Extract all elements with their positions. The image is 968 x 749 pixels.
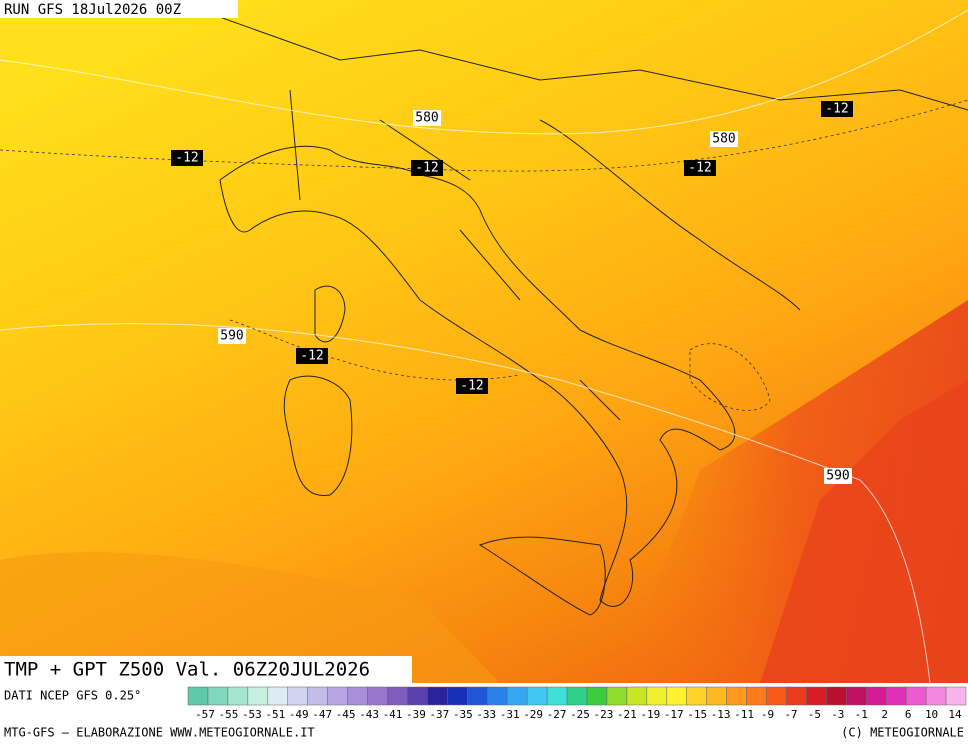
colorbar-swatch	[407, 686, 428, 706]
colorbar-label: -11	[734, 708, 754, 721]
colorbar-label: -25	[570, 708, 590, 721]
colorbar: -57 -55 -53 -51 -49 -47 -45 -43 -41 -39 -37 -35 -33-…	[187, 686, 967, 721]
colorbar-label: 2	[881, 708, 888, 721]
colorbar-label: -39	[406, 708, 426, 721]
colorbar-label: -1	[855, 708, 868, 721]
colorbar-label: -21	[617, 708, 637, 721]
footer-right: (C) METEOGIORNALE	[841, 726, 964, 740]
height-contours	[0, 9, 968, 684]
colorbar-swatch	[546, 686, 568, 706]
colorbar-label: -7	[784, 708, 797, 721]
run-label: RUN GFS 18Jul2026 00Z	[4, 2, 181, 18]
contour-label: -12	[175, 151, 198, 166]
title-box	[0, 656, 412, 683]
colorbar-swatch	[247, 686, 269, 706]
contour-label: 580	[415, 111, 438, 126]
colorbar-swatch	[925, 686, 947, 706]
colorbar-label: -27	[547, 708, 567, 721]
contour-label: -12	[825, 102, 848, 117]
colorbar-label: -49	[289, 708, 309, 721]
colorbar-label: -15	[687, 708, 707, 721]
colorbar-swatch	[686, 686, 707, 706]
colorbar-label: 10	[925, 708, 938, 721]
colorbar-swatch	[606, 686, 628, 706]
colorbar-label: -53	[242, 708, 262, 721]
contour-labels: 580 -12 -12 580 -12 -12 590 -12 -12 590	[171, 101, 853, 484]
colorbar-swatch	[746, 686, 767, 706]
colorbar-swatch	[766, 686, 787, 706]
footer-left: MTG-GFS — ELABORAZIONE WWW.METEOGIORNALE…	[4, 726, 315, 740]
colorbar-label: -31	[500, 708, 520, 721]
colorbar-swatch	[586, 686, 608, 706]
colorbar-swatch	[187, 686, 209, 706]
contour-label: -12	[688, 161, 711, 176]
colorbar-label: 6	[905, 708, 912, 721]
colorbar-swatch	[786, 686, 807, 706]
colorbar-swatch	[287, 686, 308, 706]
temperature-contours	[0, 99, 968, 411]
colorbar-label: -13	[711, 708, 731, 721]
colorbar-swatch	[885, 686, 907, 706]
colorbar-label: -57	[195, 708, 215, 721]
colorbar-swatch	[207, 686, 229, 706]
colorbar-label: -33	[476, 708, 496, 721]
colorbar-swatch	[945, 686, 967, 706]
map-title: TMP + GPT Z500 Val. 06Z20JUL2026	[4, 659, 370, 681]
colorbar-swatch	[905, 686, 927, 706]
colorbar-swatch	[526, 686, 548, 706]
colorbar-label: 14	[948, 708, 962, 721]
colorbar-swatch	[267, 686, 288, 706]
colorbar-label: -41	[383, 708, 403, 721]
colorbar-swatch	[447, 686, 468, 706]
colorbar-swatch	[506, 686, 528, 706]
colorbar-label: -3	[831, 708, 844, 721]
colorbar-label: -35	[453, 708, 473, 721]
colorbar-label: -23	[594, 708, 614, 721]
colorbar-swatch	[726, 686, 747, 706]
colorbar-swatch	[307, 686, 328, 706]
contour-label: 580	[712, 132, 735, 147]
colorbar-swatch	[646, 686, 668, 706]
contour-label: 590	[826, 469, 849, 484]
colorbar-swatch	[626, 686, 648, 706]
colorbar-swatch	[427, 686, 448, 706]
colorbar-swatch	[826, 686, 847, 706]
colorbar-label: -17	[664, 708, 684, 721]
contour-label: -12	[300, 349, 323, 364]
contour-label: -12	[415, 161, 438, 176]
colorbar-label: -45	[336, 708, 356, 721]
coastlines	[199, 9, 968, 616]
colorbar-swatch	[227, 686, 249, 706]
colorbar-label: -5	[808, 708, 821, 721]
contour-label: -12	[460, 379, 483, 394]
colorbar-label: -37	[429, 708, 449, 721]
colorbar-swatch	[347, 686, 368, 706]
colorbar-label: -55	[219, 708, 239, 721]
contour-label: 590	[220, 329, 243, 344]
colorbar-swatch	[367, 686, 388, 706]
colorbar-label: -29	[523, 708, 543, 721]
colorbar-swatch	[566, 686, 588, 706]
colorbar-label: -19	[640, 708, 660, 721]
colorbar-label: -43	[359, 708, 379, 721]
hot-area	[760, 380, 968, 683]
colorbar-swatch	[866, 686, 887, 706]
colorbar-swatch	[486, 686, 508, 706]
colorbar-swatch	[467, 686, 488, 706]
colorbar-label: -51	[265, 708, 285, 721]
colorbar-swatch	[387, 686, 408, 706]
colorbar-swatch	[706, 686, 727, 706]
run-box	[0, 0, 238, 18]
source-label: DATI NCEP GFS 0.25°	[4, 689, 141, 703]
colorbar-swatch	[806, 686, 827, 706]
colorbar-label: -9	[761, 708, 774, 721]
colorbar-swatch	[327, 686, 348, 706]
colorbar-swatch	[666, 686, 687, 706]
colorbar-swatch	[846, 686, 867, 706]
colorbar-label: -47	[312, 708, 332, 721]
warm-area	[0, 552, 500, 683]
